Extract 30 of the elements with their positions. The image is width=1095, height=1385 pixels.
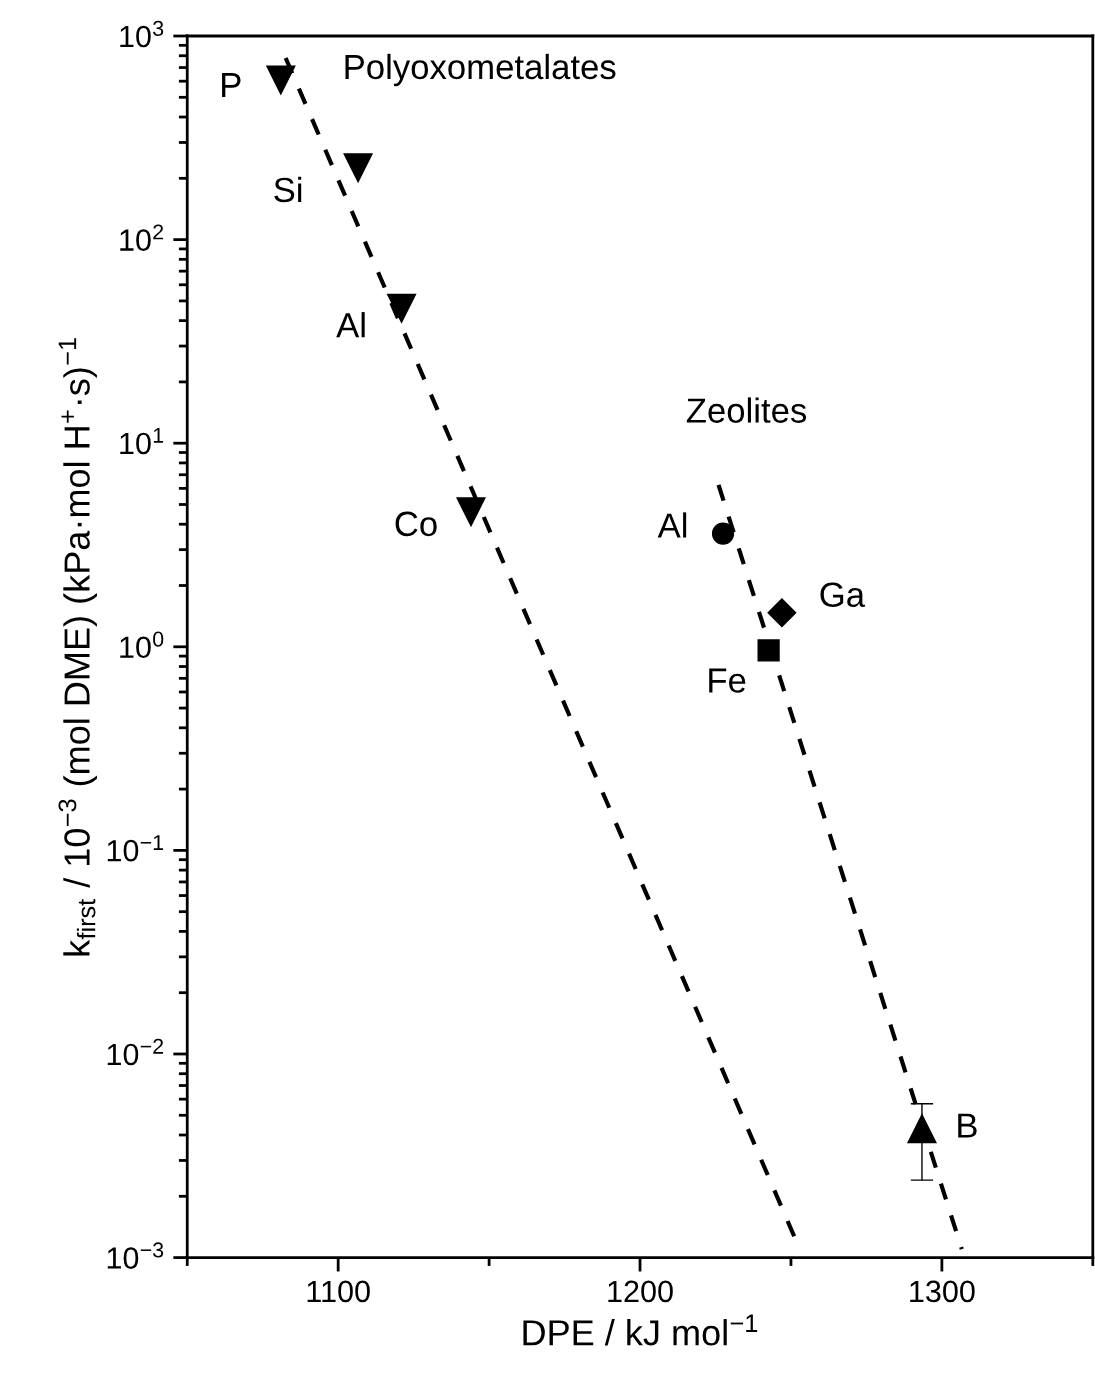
y-tick-label: 10$^{3}$	[120, 20, 164, 48]
point	[456, 497, 486, 527]
annotation: Si	[274, 176, 302, 203]
annotation: Al	[657, 512, 687, 538]
y-tick-label: 10$^{−2}$	[107, 1038, 164, 1066]
annotation: B	[958, 1113, 977, 1138]
y-axis-title: k$_{first}$ / 10$^{−3}$ (mol DME) (kPa·mol H$^{+}$·s)$^{−1}$	[58, 338, 97, 956]
annotation: Fe	[709, 668, 746, 693]
y-tick-label: 10$^{1}$	[120, 427, 164, 455]
point	[767, 598, 797, 628]
series-label: Polyoxometalates	[345, 53, 616, 87]
x-tick-label: 1100	[307, 1280, 370, 1303]
text: Zeolites	[686, 397, 807, 423]
y-tick-label: 10$^{0}$	[120, 631, 164, 659]
annotation: Co	[395, 511, 437, 537]
x-tick-label: 1300	[910, 1280, 975, 1303]
point	[757, 639, 780, 662]
y-tick-label: 10$^{−1}$	[107, 835, 164, 862]
x-tick-label: 1200	[608, 1280, 673, 1303]
x-axis-title: DPE / kJ mol$^{−1}$	[523, 1314, 758, 1346]
point	[386, 293, 417, 323]
annotation: Al	[336, 312, 365, 338]
y-tick-label: 10$^{−3}$	[107, 1242, 164, 1269]
point	[711, 522, 735, 545]
annotation: Ga	[820, 582, 866, 608]
y-tick-label: 10$^{2}$	[120, 224, 164, 251]
annotation: P	[222, 73, 241, 97]
point	[907, 1114, 937, 1144]
point	[343, 153, 373, 183]
point	[266, 65, 296, 95]
